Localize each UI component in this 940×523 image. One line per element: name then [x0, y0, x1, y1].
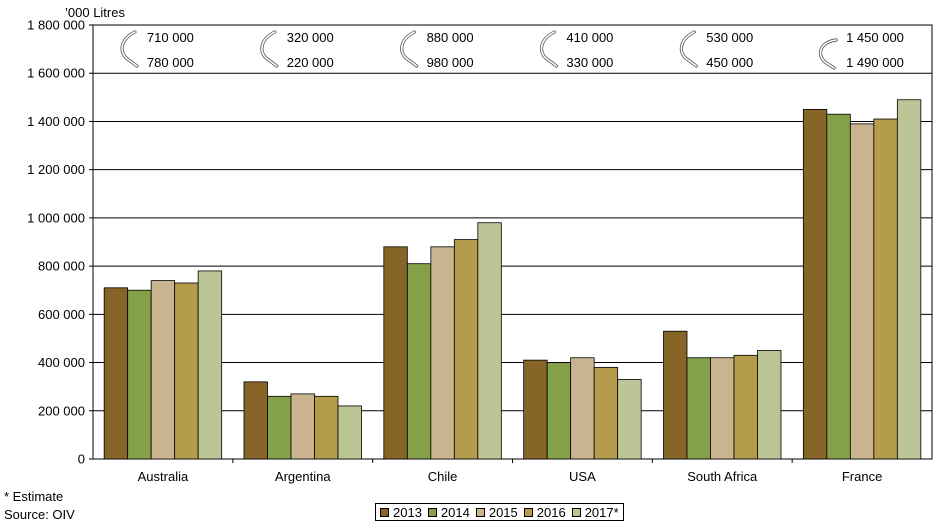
- legend: 2013 2014 2015 2016 2017*: [375, 503, 624, 521]
- bar: [617, 379, 642, 460]
- estimate-note: * Estimate: [4, 489, 64, 504]
- y-tick-label: 200 000: [38, 403, 85, 418]
- legend-item: 2016: [523, 504, 566, 520]
- bar: [174, 282, 199, 460]
- legend-swatch: [475, 507, 485, 517]
- bar: [290, 393, 315, 460]
- annotation-bottom-value: 780 000: [147, 55, 194, 70]
- bar: [406, 263, 432, 460]
- legend-label: 2014: [440, 504, 470, 520]
- y-tick-label: 1 600 000: [27, 66, 85, 81]
- legend-label: 2013: [393, 504, 422, 520]
- bar: [873, 118, 898, 460]
- annotation-bottom-value: 450 000: [706, 55, 753, 70]
- annotation-top-value: 410 000: [566, 30, 613, 45]
- y-tick-label: 400 000: [38, 355, 85, 370]
- annotation-top-value: 320 000: [287, 30, 334, 45]
- y-unit-label: ’000 Litres: [65, 5, 125, 20]
- y-tick-label: 0: [78, 452, 85, 467]
- legend-item: 2015: [475, 504, 518, 520]
- curved-arrow-icon-inner: [540, 31, 558, 67]
- bar: [710, 357, 735, 460]
- legend-item: 2017*: [571, 504, 619, 520]
- x-tick-label: Chile: [428, 469, 458, 484]
- bar: [733, 354, 758, 460]
- bar: [127, 289, 152, 460]
- legend-label: 2016: [536, 504, 566, 520]
- x-tick-label: South Africa: [687, 469, 758, 484]
- source-note: Source: OIV: [4, 507, 75, 522]
- y-tick-label: 800 000: [38, 259, 85, 274]
- x-tick-label: Argentina: [275, 469, 331, 484]
- bar: [826, 113, 851, 460]
- bar: [523, 359, 548, 460]
- y-tick-label: 1 000 000: [27, 210, 85, 225]
- annotation-top-value: 530 000: [706, 30, 753, 45]
- curved-arrow-icon-inner: [261, 31, 278, 67]
- bar: [896, 99, 922, 460]
- legend-swatch: [380, 507, 389, 517]
- curved-arrow-icon-inner: [819, 39, 837, 69]
- y-tick-label: 1 200 000: [27, 162, 85, 177]
- bar: [570, 357, 595, 460]
- x-tick-label: Australia: [138, 469, 189, 484]
- chart-area: 0 200 000 400 000 600 000 800 000 1 000 000 1 …: [27, 5, 933, 484]
- legend-item: 2013: [380, 505, 422, 520]
- x-tick-label: France: [842, 469, 882, 484]
- legend-swatch: [571, 507, 581, 517]
- curved-arrow-icon-inner: [401, 31, 418, 67]
- legend-label: 2015: [488, 504, 518, 520]
- bar: [546, 362, 572, 460]
- bar: [150, 280, 176, 460]
- bar: [197, 270, 223, 460]
- legend-item: 2014: [427, 504, 470, 520]
- bar: [267, 395, 292, 460]
- bar: [103, 287, 129, 460]
- curved-arrow-icon-inner: [121, 31, 138, 67]
- legend-swatch: [427, 507, 437, 517]
- annotation-top-value: 1 450 000: [846, 30, 904, 45]
- bar: [757, 350, 782, 460]
- annotation-bottom-value: 980 000: [427, 55, 474, 70]
- annotation-bottom-value: 1 490 000: [846, 55, 904, 70]
- bar: [593, 366, 619, 460]
- y-tick-label: 600 000: [38, 307, 85, 322]
- bar: [430, 246, 455, 460]
- annotation-top-value: 710 000: [147, 30, 194, 45]
- legend-swatch: [523, 507, 533, 517]
- bar: [243, 381, 268, 460]
- x-tick-label: USA: [569, 469, 596, 484]
- bar: [337, 405, 362, 460]
- annotation-bottom-value: 220 000: [287, 55, 334, 70]
- bar: [383, 246, 408, 460]
- bar: [314, 395, 339, 460]
- curved-arrow-icon-inner: [680, 31, 698, 67]
- bar: [849, 123, 875, 460]
- bar: [663, 330, 688, 460]
- annotation-bottom-value: 330 000: [566, 55, 613, 70]
- y-tick-label: 1 400 000: [27, 114, 85, 129]
- legend-label: 2017*: [584, 504, 619, 520]
- bar: [477, 222, 502, 460]
- bar: [686, 357, 711, 460]
- y-tick-label: 1 800 000: [27, 18, 85, 33]
- annotation-top-value: 880 000: [427, 30, 474, 45]
- bar: [453, 239, 479, 460]
- bar: [802, 108, 828, 460]
